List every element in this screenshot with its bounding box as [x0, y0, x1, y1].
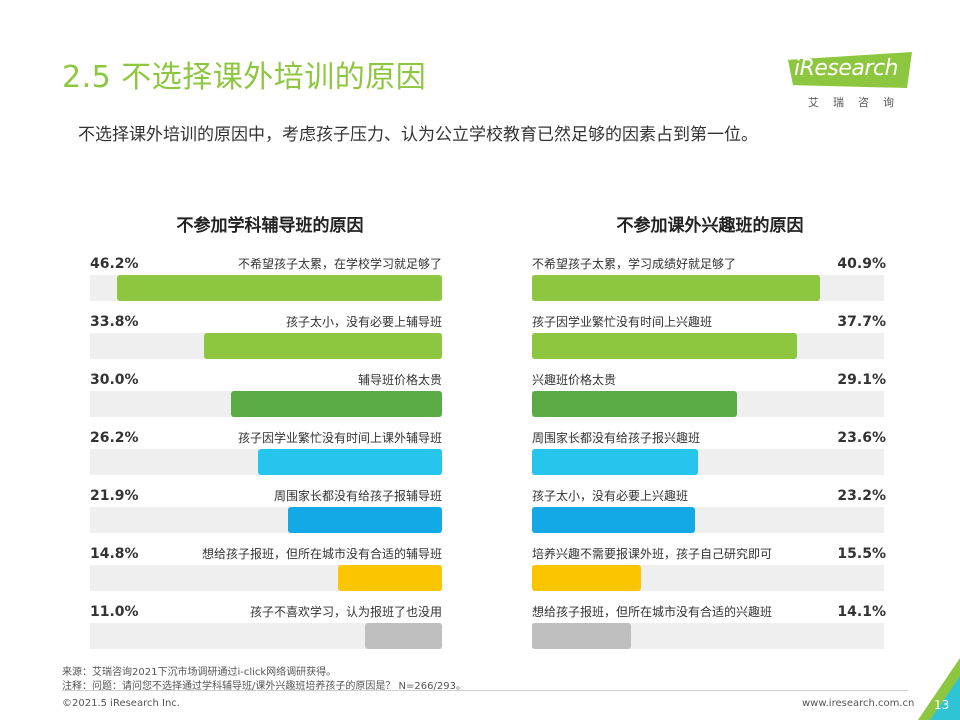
- page-title: 2.5 不选择课外培训的原因: [62, 60, 427, 95]
- category-label: 孩子太小，没有必要上兴趣班: [532, 489, 689, 503]
- category-label: 想给孩子报班，但所在城市没有合适的兴趣班: [532, 605, 773, 619]
- bar: [365, 623, 442, 649]
- category-label: 培养兴趣不需要报课外班，孩子自己研究即可: [532, 547, 773, 561]
- bar: [532, 565, 641, 591]
- value-label: 23.2%: [837, 488, 886, 504]
- bar: [204, 333, 442, 359]
- value-label: 15.5%: [837, 546, 886, 562]
- value-label: 40.9%: [837, 256, 886, 272]
- bar: [231, 391, 442, 417]
- value-label: 46.2%: [90, 256, 139, 272]
- value-label: 33.8%: [90, 314, 139, 330]
- website: www.iresearch.com.cn: [802, 698, 915, 709]
- category-label: 想给孩子报班，但所在城市没有合适的辅导班: [201, 547, 442, 561]
- category-label: 孩子不喜欢学习，认为报班了也没用: [249, 605, 442, 619]
- bar: [532, 333, 797, 359]
- left-chart-title: 不参加学科辅导班的原因: [176, 216, 364, 236]
- footer-divider: [62, 690, 908, 691]
- category-label: 辅导班价格太贵: [357, 373, 442, 387]
- page-number: 13: [934, 698, 950, 712]
- value-label: 14.1%: [837, 604, 886, 620]
- category-label: 孩子因学业繁忙没有时间上兴趣班: [532, 315, 713, 329]
- value-label: 11.0%: [90, 604, 139, 620]
- question-note: 注释：问题：请问您不选择通过学科辅导班/课外兴趣班培养孩子的原因是？ N=266…: [62, 681, 466, 692]
- category-label: 不希望孩子太累，在学校学习就足够了: [237, 257, 442, 271]
- bar: [117, 275, 442, 301]
- bar: [532, 449, 698, 475]
- bar: [532, 275, 820, 301]
- iresearch-logo: iResearch 艾瑞咨询: [782, 52, 914, 112]
- category-label: 周围家长都没有给孩子报辅导班: [273, 489, 442, 503]
- bar: [532, 507, 695, 533]
- bar: [338, 565, 442, 591]
- category-label: 不希望孩子太累，学习成绩好就足够了: [532, 257, 737, 271]
- category-label: 周围家长都没有给孩子报兴趣班: [532, 431, 701, 445]
- logo-subtitle: 艾瑞咨询: [808, 96, 908, 109]
- value-label: 21.9%: [90, 488, 139, 504]
- source-note: 来源：艾瑞咨询2021下沉市场调研通过i-click网络调研获得。: [62, 667, 337, 678]
- value-label: 30.0%: [90, 372, 139, 388]
- logo-text: iResearch: [794, 56, 899, 81]
- value-label: 26.2%: [90, 430, 139, 446]
- value-label: 37.7%: [837, 314, 886, 330]
- value-label: 14.8%: [90, 546, 139, 562]
- bar: [288, 507, 442, 533]
- value-label: 29.1%: [837, 372, 886, 388]
- category-label: 孩子太小，没有必要上辅导班: [285, 315, 442, 329]
- bar: [258, 449, 442, 475]
- category-label: 兴趣班价格太贵: [532, 373, 617, 387]
- category-label: 孩子因学业繁忙没有时间上课外辅导班: [237, 431, 442, 445]
- bar: [532, 391, 737, 417]
- page-subtitle: 不选择课外培训的原因中，考虑孩子压力、认为公立学校教育已然足够的因素占到第一位。: [78, 125, 758, 145]
- bar: [532, 623, 631, 649]
- copyright: ©2021.5 iResearch Inc.: [62, 698, 180, 709]
- value-label: 23.6%: [837, 430, 886, 446]
- right-chart-title: 不参加课外兴趣班的原因: [616, 216, 804, 236]
